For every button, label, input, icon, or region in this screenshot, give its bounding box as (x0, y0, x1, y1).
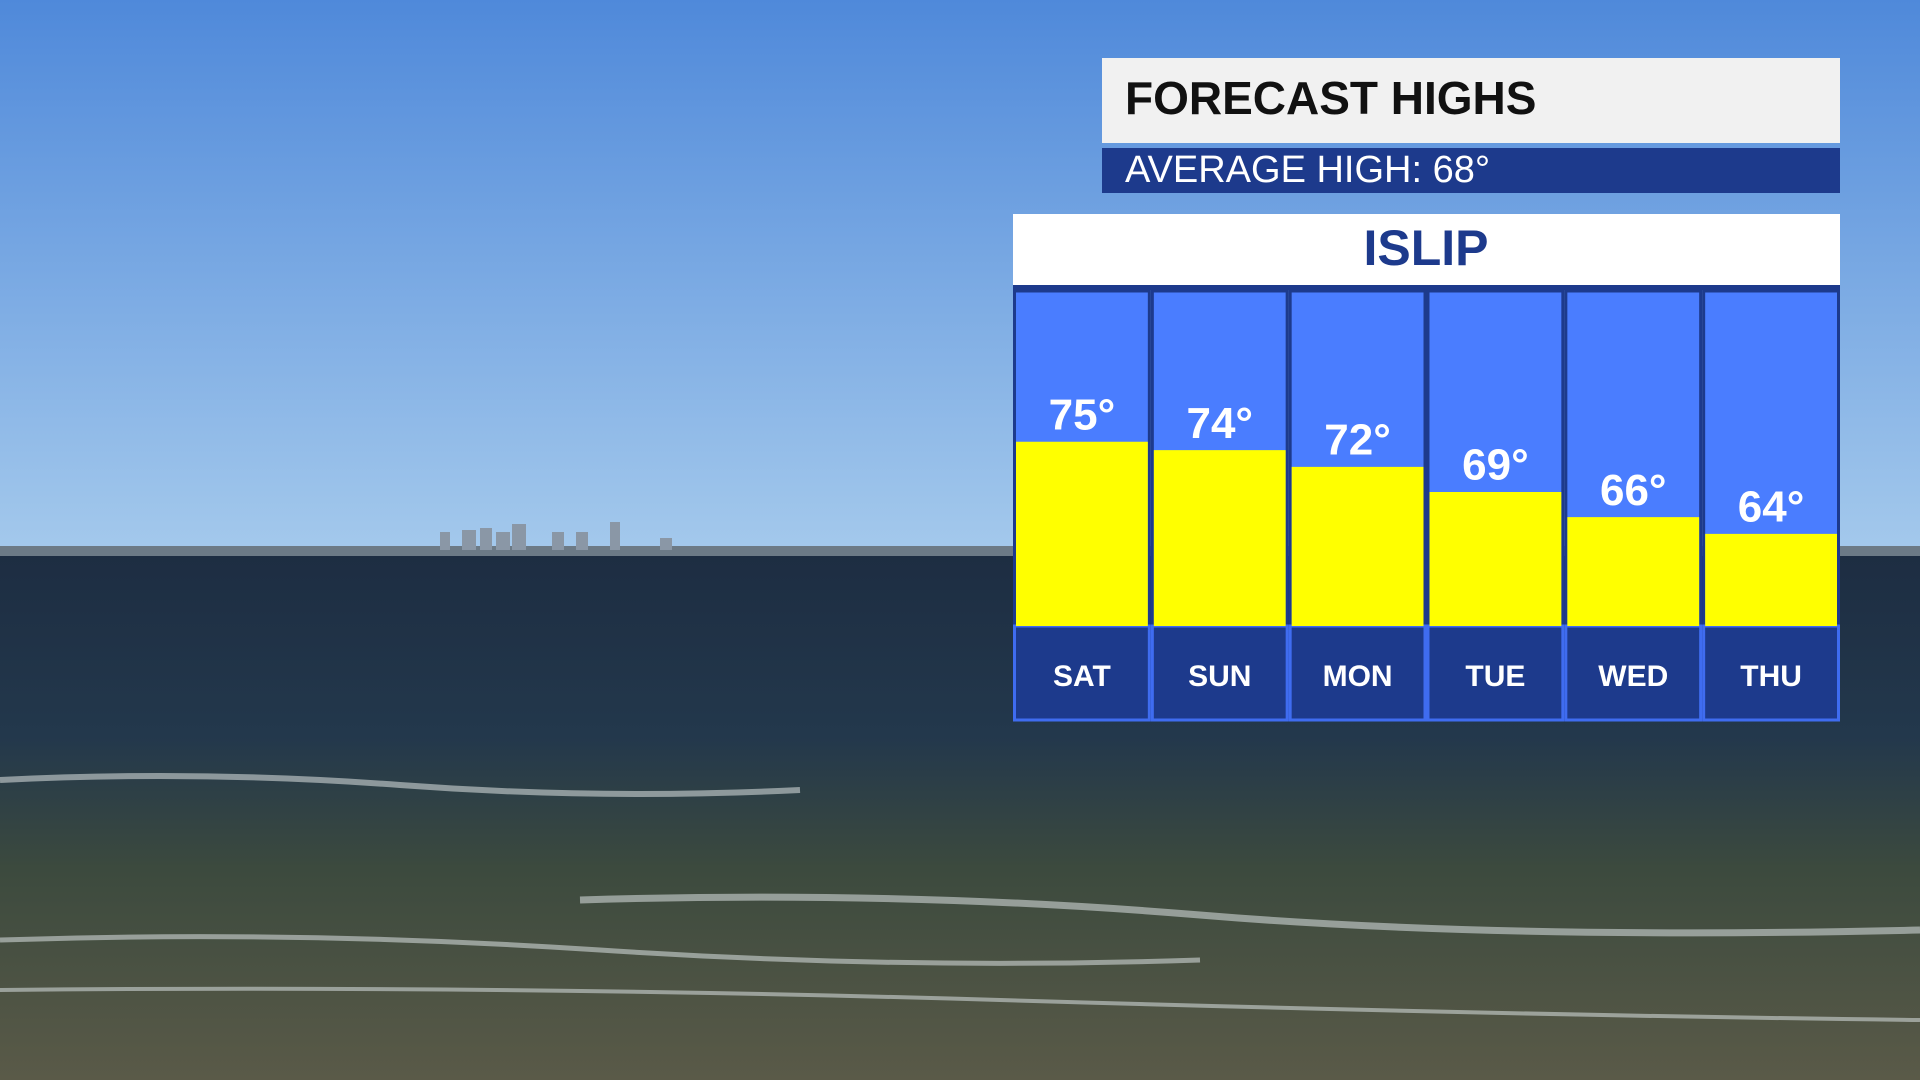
day-cell (1013, 624, 1151, 722)
location-rule (1013, 285, 1840, 290)
day-cell (1426, 624, 1565, 722)
location-box (1013, 214, 1840, 285)
x-tick-label: THU (1740, 660, 1802, 693)
plot: 75° SAT 74° SUN 72° MON 69° TUE 66° WED 64° THU (1013, 289, 1840, 722)
day-cell (1288, 624, 1427, 722)
x-tick-label: SAT (1053, 660, 1111, 693)
bar (1153, 450, 1286, 626)
bar (1567, 517, 1700, 626)
value-label: 74° (1186, 399, 1253, 448)
value-label: 69° (1462, 441, 1529, 490)
x-tick-label: MON (1323, 660, 1393, 693)
location-label: ISLIP (1363, 220, 1488, 276)
value-label: 75° (1049, 390, 1116, 439)
x-tick-label: TUE (1465, 660, 1525, 693)
x-tick-label: WED (1598, 660, 1668, 693)
chart-subtitle: AVERAGE HIGH: 68° (1125, 149, 1490, 191)
bar (1016, 441, 1148, 626)
day-cell (1702, 624, 1840, 722)
bar (1705, 533, 1837, 626)
x-tick-label: SUN (1188, 660, 1251, 693)
title-box (1102, 58, 1840, 143)
shoreline (0, 546, 1920, 556)
subtitle-box (1102, 148, 1840, 193)
value-label: 64° (1738, 483, 1805, 532)
bar (1291, 466, 1424, 626)
bar (1429, 492, 1562, 626)
value-label: 72° (1324, 416, 1391, 465)
skyline (440, 522, 672, 550)
day-cell (1150, 624, 1289, 722)
waves (0, 773, 1920, 1022)
chart-title: FORECAST HIGHS (1125, 72, 1536, 124)
value-label: 66° (1600, 466, 1667, 515)
